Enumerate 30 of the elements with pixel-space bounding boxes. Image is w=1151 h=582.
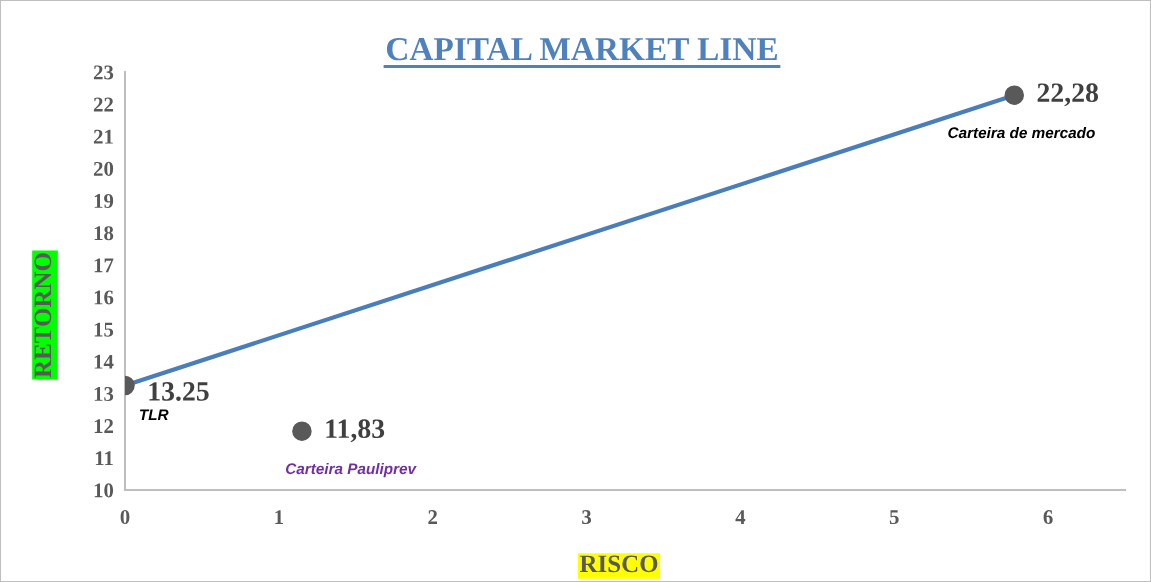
- y-tick-label: 21: [93, 129, 113, 144]
- x-tick-label: 3: [582, 510, 592, 525]
- y-tick-label: 22: [93, 97, 113, 112]
- y-tick-label: 13: [94, 386, 114, 401]
- x-tick-label: 1: [275, 510, 283, 524]
- y-tick-label: 15: [94, 322, 114, 337]
- y-tick-label: 20: [93, 161, 114, 176]
- y-tick-label: 18: [94, 226, 114, 241]
- y-tick-label: 16: [94, 290, 114, 305]
- y-tick-label: 11: [95, 451, 113, 466]
- annotation: Carteira de mercado: [948, 126, 1095, 139]
- data-label: 11,83: [326, 419, 385, 443]
- annotation: TLR: [139, 409, 169, 421]
- y-tick-label: 17: [94, 258, 114, 273]
- y-tick-label: 10: [94, 483, 114, 498]
- y-tick-label: 14: [94, 354, 114, 369]
- y-axis-title: RETORNO: [34, 253, 52, 378]
- x-tick-label: 0: [120, 510, 130, 525]
- data-label: 22,28: [1037, 83, 1099, 107]
- x-tick-label: 4: [735, 510, 746, 524]
- annotation: Carteira Pauliprev: [286, 462, 417, 478]
- chart-title: CAPITAL MARKET LINE: [386, 37, 777, 61]
- x-axis-title: RISCO: [579, 555, 658, 573]
- y-tick-label: 19: [94, 194, 114, 209]
- y-tick-label: 12: [94, 419, 113, 433]
- x-tick-label: 5: [889, 510, 899, 525]
- data-label: 13.25: [149, 382, 209, 401]
- x-tick-label: 2: [428, 510, 438, 524]
- x-tick-label: 6: [1043, 510, 1053, 525]
- y-tick-label: 23: [93, 65, 114, 80]
